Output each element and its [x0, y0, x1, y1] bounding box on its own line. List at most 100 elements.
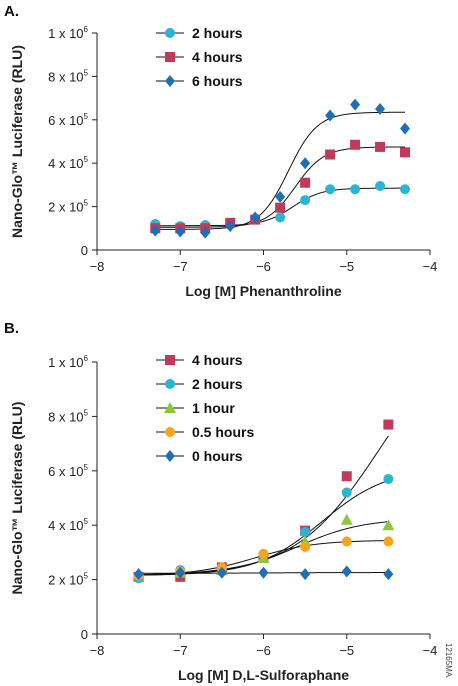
data-point	[375, 141, 386, 152]
y-tick-label: 8 x 105	[48, 68, 88, 84]
y-tick-exponent: 6	[84, 354, 89, 363]
data-point	[225, 220, 236, 233]
y-tick-exponent: 5	[84, 112, 89, 121]
data-point	[341, 565, 352, 578]
data-point	[375, 180, 386, 191]
data-point	[133, 568, 144, 581]
y-tick-mantissa: 8 x 10	[48, 69, 83, 84]
data-point	[383, 536, 394, 547]
y-tick-mantissa: 8 x 10	[48, 409, 83, 424]
data-point	[400, 147, 411, 158]
y-tick-exponent: 5	[84, 68, 89, 77]
y-tick-exponent: 5	[84, 155, 89, 164]
legend-label: 6 hours	[192, 73, 243, 89]
legend-marker	[165, 427, 175, 437]
series-6-hours	[150, 98, 411, 239]
y-axis-label: Nano-Glo™ Luciferase (RLU)	[9, 45, 25, 238]
legend-label: 0 hours	[192, 448, 243, 464]
y-tick-label: 4 x 105	[48, 155, 88, 171]
data-point	[300, 157, 311, 170]
y-tick-mantissa: 1 x 10	[48, 26, 83, 41]
y-tick-label: 0	[81, 243, 88, 258]
legend: 4 hours 2 hours 1 hour 0.5 hours 0 hours	[156, 352, 254, 464]
y-tick-label: 8 x 105	[48, 408, 88, 424]
y-tick-mantissa: 4 x 10	[48, 518, 83, 533]
x-tick-label: −5	[339, 643, 354, 658]
legend-marker	[165, 52, 175, 62]
data-point	[258, 566, 269, 579]
data-point	[250, 211, 261, 224]
data-point	[258, 548, 269, 559]
x-tick-label: −6	[256, 259, 271, 274]
data-point	[400, 184, 411, 195]
data-point	[300, 177, 311, 188]
data-point	[383, 473, 394, 484]
data-point	[341, 536, 352, 547]
data-point	[341, 471, 352, 482]
y-tick-label: 6 x 105	[48, 112, 88, 128]
x-tick-label: −4	[423, 643, 438, 658]
y-axis-label: Nano-Glo™ Luciferase (RLU)	[9, 402, 25, 595]
x-tick-label: −8	[90, 259, 105, 274]
data-point	[400, 122, 411, 135]
x-tick-label: −5	[339, 259, 354, 274]
series-0-hours	[133, 565, 394, 581]
data-point	[300, 568, 311, 581]
data-point	[341, 487, 352, 498]
panel-label: B.	[4, 320, 19, 337]
x-tick-label: −4	[423, 259, 438, 274]
y-tick-mantissa: 0	[81, 243, 88, 258]
x-tick-label: −7	[173, 643, 188, 658]
y-tick-label: 4 x 105	[48, 517, 88, 533]
legend-label: 2 hours	[192, 376, 243, 392]
data-point	[383, 568, 394, 581]
y-tick-label: 1 x 106	[48, 25, 88, 41]
y-tick-mantissa: 6 x 10	[48, 464, 83, 479]
legend-label: 1 hour	[192, 400, 235, 416]
legend-marker	[165, 75, 175, 87]
data-point	[382, 519, 395, 531]
y-tick-label: 2 x 105	[48, 572, 88, 588]
y-tick-exponent: 5	[84, 517, 89, 526]
x-axis-label: Log [M] Phenanthroline	[185, 283, 342, 299]
data-point	[300, 541, 311, 552]
data-point	[383, 419, 394, 430]
legend-label: 0.5 hours	[192, 424, 254, 440]
data-point	[300, 527, 311, 537]
data-point	[275, 190, 286, 203]
legend: 2 hours 4 hours 6 hours	[156, 25, 243, 89]
data-point	[350, 98, 361, 111]
data-point	[325, 149, 336, 160]
y-tick-label: 1 x 106	[48, 354, 88, 370]
data-point	[175, 225, 186, 238]
legend-label: 4 hours	[192, 352, 243, 368]
data-point	[175, 566, 186, 579]
data-point	[300, 195, 311, 206]
y-tick-mantissa: 2 x 10	[48, 200, 83, 215]
data-point	[325, 184, 336, 195]
figure-code: 12165MA	[444, 643, 453, 678]
data-point	[275, 212, 286, 223]
x-tick-label: −6	[256, 643, 271, 658]
data-point	[325, 109, 336, 122]
y-tick-exponent: 5	[84, 572, 89, 581]
y-tick-exponent: 5	[84, 199, 89, 208]
legend-marker	[165, 450, 175, 462]
data-point	[375, 102, 386, 115]
legend-marker	[164, 402, 176, 413]
data-point	[350, 184, 361, 195]
legend-label: 2 hours	[192, 25, 243, 41]
data-point	[350, 139, 361, 150]
y-tick-exponent: 6	[84, 25, 89, 34]
y-tick-mantissa: 6 x 10	[48, 113, 83, 128]
panel-label: A.	[4, 3, 19, 20]
y-tick-label: 0	[81, 627, 88, 642]
data-point	[200, 226, 211, 239]
data-point	[275, 202, 286, 213]
y-tick-exponent: 5	[84, 463, 89, 472]
fit-curve-6-hours	[155, 111, 406, 230]
data-point	[340, 513, 353, 525]
